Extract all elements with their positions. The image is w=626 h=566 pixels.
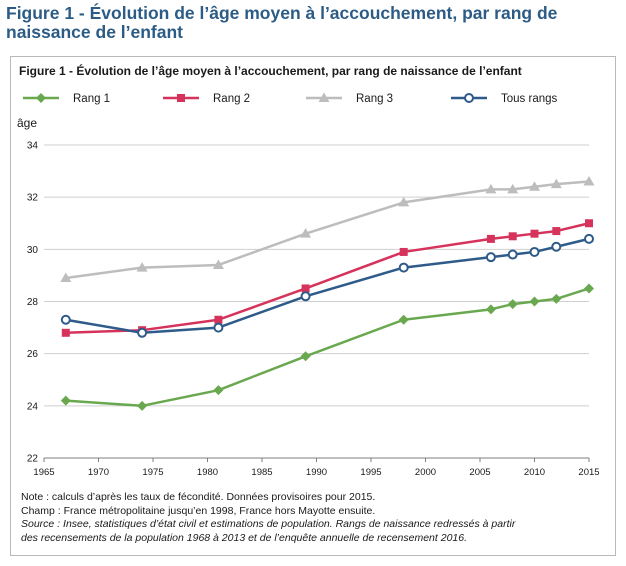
- series-line: [65, 180, 590, 280]
- data-point: [398, 262, 409, 273]
- source-text-line1: Source : Insee, statistiques d’état civi…: [21, 518, 516, 530]
- data-point: [584, 233, 594, 244]
- legend-label: Rang 2: [213, 93, 250, 105]
- data-point: [485, 252, 496, 263]
- data-point: [485, 183, 497, 194]
- x-tick-label: 1985: [251, 467, 272, 478]
- source-text-line2: des recensements de la population 1968 à…: [21, 531, 467, 544]
- data-point: [301, 284, 310, 293]
- legend-marker: [318, 92, 330, 102]
- x-tick-label: 1970: [88, 467, 109, 478]
- legend-label: Rang 3: [356, 93, 393, 105]
- y-tick-label: 30: [27, 245, 39, 256]
- series-line: [65, 222, 590, 335]
- data-point: [507, 249, 518, 260]
- data-point: [508, 232, 517, 241]
- legend-label: Rang 1: [73, 93, 110, 105]
- data-point: [529, 246, 540, 257]
- x-tick-label: 1975: [142, 467, 163, 478]
- x-tick-label: 2000: [415, 467, 436, 478]
- data-point: [136, 262, 148, 272]
- legend-marker: [464, 93, 474, 103]
- legend-label: Tous rangs: [501, 93, 558, 105]
- data-point: [300, 351, 311, 362]
- data-point: [398, 196, 410, 207]
- data-point: [399, 247, 408, 256]
- champ-text: Champ : France métropolitaine jusqu’en 1…: [21, 504, 376, 517]
- series-line: [65, 287, 590, 408]
- data-point: [507, 183, 519, 194]
- data-point: [530, 229, 539, 238]
- x-tick-label: 2010: [524, 467, 545, 478]
- data-point: [486, 234, 495, 243]
- legend-marker: [177, 94, 185, 102]
- data-point: [507, 299, 518, 310]
- x-tick-label: 1995: [360, 467, 381, 478]
- legend-marker: [36, 93, 46, 103]
- x-tick-label: 2005: [469, 467, 490, 478]
- data-point: [583, 176, 595, 186]
- figure-panel: Figure 1 - Évolution de l’âge moyen à l’…: [10, 56, 616, 556]
- data-point: [213, 385, 224, 396]
- page-title: Figure 1 - Évolution de l’âge moyen à l’…: [6, 3, 558, 42]
- series-line: [65, 237, 590, 335]
- line-chart: 22 24 26 28 30 32 34 1965 1970 1975 1980 1985 1990 19…: [17, 92, 600, 478]
- figure-notes: Note : calculs d’après les taux de fécon…: [21, 491, 515, 545]
- x-tick-label: 1965: [33, 467, 54, 478]
- data-point: [60, 395, 71, 406]
- data-point: [212, 259, 224, 269]
- x-tick-label: 1990: [306, 467, 327, 478]
- x-tick-label: 2015: [578, 467, 599, 478]
- data-point: [300, 228, 312, 238]
- data-point: [60, 272, 72, 283]
- data-point: [529, 181, 540, 191]
- y-axis-label: âge: [17, 116, 37, 130]
- y-tick-label: 22: [27, 454, 39, 465]
- data-point: [61, 328, 70, 337]
- data-point: [398, 314, 409, 325]
- y-tick-label: 28: [27, 297, 39, 308]
- y-tick-label: 26: [27, 349, 39, 360]
- data-point: [584, 283, 594, 294]
- data-point: [300, 291, 311, 302]
- data-point: [529, 296, 540, 307]
- data-point: [550, 178, 562, 189]
- data-point: [551, 241, 562, 252]
- y-tick-label: 24: [27, 401, 39, 412]
- note-text: Note : calculs d’après les taux de fécon…: [21, 491, 376, 503]
- data-point: [137, 400, 148, 411]
- y-tick-label: 32: [27, 193, 39, 204]
- data-point: [551, 293, 562, 304]
- data-point: [552, 227, 561, 236]
- figure-title: Figure 1 - Évolution de l’âge moyen à l’…: [19, 64, 522, 78]
- data-point: [137, 327, 148, 338]
- data-point: [60, 314, 71, 325]
- data-point: [213, 322, 224, 333]
- data-point: [485, 304, 496, 315]
- x-tick-label: 1980: [197, 467, 218, 478]
- data-point: [585, 219, 593, 228]
- data-point: [214, 315, 223, 324]
- y-tick-label: 34: [27, 141, 39, 152]
